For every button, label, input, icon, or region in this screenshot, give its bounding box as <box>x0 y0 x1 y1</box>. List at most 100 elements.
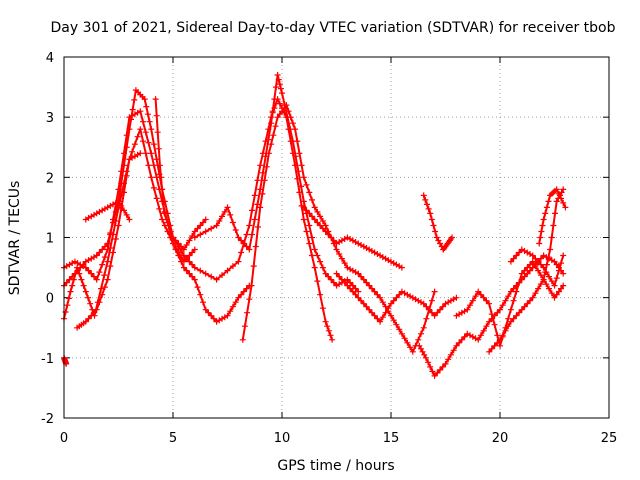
data-point-marker <box>319 218 326 224</box>
data-point-marker <box>144 111 151 118</box>
data-point-marker <box>191 246 198 253</box>
data-point-marker <box>251 192 258 199</box>
axis-ticks: 0 5 10 15 20 25 -2 -1 0 1 2 3 4 <box>41 51 617 446</box>
data-point-marker <box>524 264 531 271</box>
data-point-marker <box>431 372 438 379</box>
data-point-marker <box>352 285 359 292</box>
data-point-marker <box>488 311 495 318</box>
data-point-marker <box>558 260 564 267</box>
data-point-marker <box>505 293 512 300</box>
data-point-marker <box>224 312 231 319</box>
data-point-marker <box>420 300 427 307</box>
data-point-marker <box>524 300 531 307</box>
data-point-marker <box>145 162 152 169</box>
data-point-marker <box>194 284 201 291</box>
data-point-marker <box>379 299 386 306</box>
data-point-marker <box>178 248 185 254</box>
data-point-marker <box>300 198 307 205</box>
data-point-marker <box>202 306 209 313</box>
data-point-marker <box>101 284 108 291</box>
data-point-marker <box>142 150 149 157</box>
data-point-marker <box>85 267 92 274</box>
data-point-marker <box>78 276 85 283</box>
data-point-marker <box>338 276 345 283</box>
data-point-marker <box>309 252 315 259</box>
data-point-marker <box>300 204 307 211</box>
data-point-marker <box>159 186 166 193</box>
data-point-marker <box>175 252 182 259</box>
data-point-marker <box>70 276 77 283</box>
data-point-marker <box>513 312 520 319</box>
data-point-marker <box>521 267 528 274</box>
data-point-marker <box>510 315 517 322</box>
data-point-marker <box>472 293 479 300</box>
data-point-marker <box>388 300 394 307</box>
data-point-marker <box>488 345 495 352</box>
data-point-marker <box>551 282 558 289</box>
data-point-marker <box>393 321 400 328</box>
data-point-marker <box>336 251 343 257</box>
data-point-marker <box>252 243 259 250</box>
data-point-marker <box>238 249 245 256</box>
data-point-marker <box>246 222 253 229</box>
data-point-marker <box>110 249 116 256</box>
data-point-marker <box>96 249 103 256</box>
data-point-marker <box>518 270 525 277</box>
data-point-marker <box>121 180 127 187</box>
data-point-marker <box>336 273 343 280</box>
data-point-marker <box>314 252 321 259</box>
data-point-marker <box>491 321 498 328</box>
data-point-marker <box>243 285 250 292</box>
data-point-marker <box>202 270 209 277</box>
data-point-marker <box>271 96 278 103</box>
data-point-marker <box>426 306 433 313</box>
data-point-marker <box>553 186 560 193</box>
data-point-marker <box>232 299 239 306</box>
data-point-marker <box>208 225 215 232</box>
data-point-marker <box>155 145 162 152</box>
data-point-marker <box>546 273 552 280</box>
data-point-marker <box>259 150 266 157</box>
data-point-marker <box>322 318 329 325</box>
data-point-marker <box>285 108 292 115</box>
data-point-marker <box>521 303 528 310</box>
data-point-marker <box>543 204 550 211</box>
data-point-marker <box>88 270 95 277</box>
data-point-marker <box>329 336 336 343</box>
data-point-marker <box>366 282 373 289</box>
data-point-marker <box>99 246 106 253</box>
data-point-marker <box>208 273 215 280</box>
data-point-marker <box>273 84 279 91</box>
data-point-marker <box>429 368 436 375</box>
data-point-marker <box>140 118 146 125</box>
data-point-marker <box>142 129 149 136</box>
data-point-marker <box>537 281 544 288</box>
data-point-marker <box>250 263 257 270</box>
data-point-marker <box>507 318 514 325</box>
data-point-marker <box>562 204 569 211</box>
data-point-marker <box>422 196 429 203</box>
data-point-marker <box>306 222 313 229</box>
data-point-marker <box>197 222 204 229</box>
data-point-marker <box>494 332 501 339</box>
data-point-marker <box>292 126 299 133</box>
data-point-marker <box>360 276 367 283</box>
data-point-marker <box>239 336 246 343</box>
x-tick-label: 0 <box>60 431 68 446</box>
data-point-marker <box>537 261 544 268</box>
data-point-marker <box>548 290 555 297</box>
y-tick-label: 3 <box>46 111 54 126</box>
data-point-marker <box>235 294 242 301</box>
y-axis-label: SDTVAR / TECUs <box>7 181 23 296</box>
data-point-marker <box>306 189 313 196</box>
data-point-marker <box>404 339 411 346</box>
data-point-marker <box>401 335 408 342</box>
data-point-marker <box>186 258 193 265</box>
data-point-marker <box>146 118 153 125</box>
data-point-marker <box>555 190 562 197</box>
data-point-marker <box>328 276 335 283</box>
data-point-marker <box>480 294 487 301</box>
data-point-marker <box>254 201 261 208</box>
x-tick-label: 5 <box>169 431 177 446</box>
data-point-marker <box>532 263 539 270</box>
